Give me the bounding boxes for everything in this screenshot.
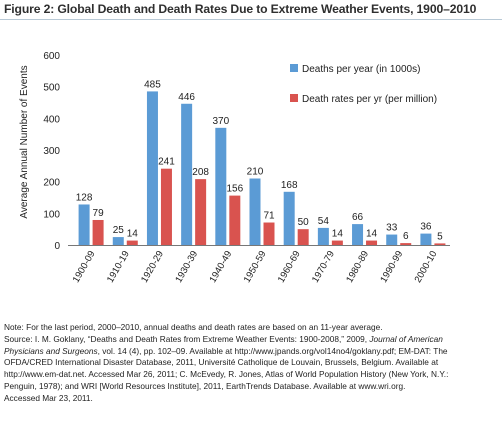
data-label-deaths-2000-10: 36 (420, 222, 432, 233)
data-label-rates-1990-99: 6 (403, 231, 409, 242)
x-tick-label: 1950-59 (242, 249, 269, 285)
x-tick-label: 2000-10 (413, 249, 440, 285)
data-label-rates-1950-59: 71 (263, 211, 275, 222)
data-label-deaths-1990-99: 33 (386, 223, 398, 234)
data-label-deaths-1910-19: 25 (113, 225, 125, 236)
figure-title: Figure 2: Global Death and Death Rates D… (4, 2, 477, 16)
y-axis: 0 100 200 300 400 500 600 (43, 51, 60, 252)
data-label-rates-1980-89: 14 (366, 229, 378, 240)
data-label-rates-1960-69: 50 (298, 217, 310, 228)
x-axis: 1900-09 1910-19 1920-29 1930-39 1940-49 1950-… (68, 245, 450, 285)
x-tick-label: 1980-89 (344, 249, 371, 285)
bar-deaths-1950-59 (249, 178, 261, 245)
legend-label-deaths-per-year-in-1000s: Deaths per year (in 1000s) (302, 64, 420, 75)
bar-rates-1990-99 (400, 243, 412, 245)
bar-rates-1980-89 (366, 240, 378, 245)
y-tick-label: 500 (43, 83, 60, 94)
data-label-rates-2000-10: 5 (437, 231, 443, 242)
legend: Deaths per year (in 1000s) Death rates pe… (290, 64, 437, 105)
data-label-deaths-1920-29: 485 (144, 79, 161, 90)
x-tick-label: 1990-99 (378, 249, 405, 285)
source-notes: Note: For the last period, 2000–2010, an… (4, 322, 498, 427)
legend-swatch-deaths-per-year-in-1000s (290, 64, 298, 72)
bar-rates-2000-10 (434, 243, 446, 245)
bar-deaths-1970-79 (317, 227, 329, 245)
note-line-6: Penguin, 1978); and WRI [World Resources… (4, 380, 406, 391)
y-tick-label: 200 (43, 178, 60, 189)
bar-chart: 0 100 200 300 400 500 600 Average Annual Numbe… (19, 51, 450, 285)
note-line-3-text: , vol. 14 (4), pp. 102–09. Available at … (97, 345, 448, 356)
bar-rates-1920-29 (160, 168, 172, 245)
bar-rates-1900-09 (92, 219, 104, 245)
bar-rates-1960-69 (297, 229, 309, 245)
y-tick-label: 300 (43, 146, 60, 157)
bar-deaths-1920-29 (146, 91, 158, 246)
data-label-deaths-1900-09: 128 (76, 192, 93, 203)
bar-rates-1950-59 (263, 222, 275, 245)
note-line-1: Note: For the last period, 2000–2010, an… (4, 322, 383, 332)
bars (78, 91, 446, 246)
note-line-2-text: Source: I. M. Goklany, “Deaths and Death… (4, 333, 370, 344)
bar-rates-1940-49 (229, 195, 241, 245)
bar-rates-1930-39 (195, 179, 207, 245)
y-axis-label: Average Annual Number of Events (19, 65, 30, 218)
legend-swatch-death-rates-per-yr-per-million (290, 94, 298, 102)
note-line-5: http://www.em-dat.net. Accessed Mar 26, … (4, 369, 449, 380)
note-line-7: Accessed Mar 23, 2011. (4, 392, 93, 403)
data-label-rates-1900-09: 79 (93, 208, 105, 219)
data-label-rates-1970-79: 14 (332, 229, 344, 240)
data-label-rates-1910-19: 14 (127, 229, 139, 240)
data-label-deaths-1940-49: 370 (212, 116, 229, 127)
bar-deaths-2000-10 (420, 233, 432, 245)
bar-deaths-1930-39 (181, 103, 193, 246)
data-label-rates-1940-49: 156 (226, 184, 243, 195)
x-tick-label: 1920-29 (139, 249, 166, 285)
bar-deaths-1940-49 (215, 127, 227, 245)
bar-deaths-1960-69 (283, 191, 295, 245)
data-label-deaths-1930-39: 446 (178, 92, 195, 103)
y-tick-label: 600 (43, 51, 60, 62)
y-tick-label: 0 (54, 241, 60, 252)
legend-label-death-rates-per-yr-per-million: Death rates per yr (per million) (302, 94, 437, 105)
data-label-rates-1930-39: 208 (192, 167, 209, 178)
data-label-deaths-1960-69: 168 (281, 180, 298, 191)
x-tick-label: 1930-39 (173, 249, 200, 285)
bar-rates-1970-79 (331, 240, 343, 245)
data-label-deaths-1950-59: 210 (247, 167, 264, 178)
note-line-3: Physicians and Surgeons, vol. 14 (4), pp… (4, 346, 498, 358)
data-label-deaths-1970-79: 54 (318, 216, 330, 227)
journal-name: Journal of American (369, 333, 443, 344)
x-tick-label: 1960-69 (276, 249, 303, 285)
x-tick-label: 1910-19 (105, 249, 132, 285)
x-tick-label: 1970-79 (310, 249, 337, 285)
bar-deaths-1980-89 (352, 224, 364, 245)
title-bar: Figure 2: Global Death and Death Rates D… (0, 0, 502, 20)
bar-deaths-1990-99 (386, 234, 398, 245)
y-tick-label: 400 (43, 114, 60, 125)
journal-name-continued: Physicians and Surgeons (4, 345, 98, 356)
y-tick-label: 100 (43, 209, 60, 220)
note-line-2: Source: I. M. Goklany, “Deaths and Death… (4, 334, 498, 346)
bar-deaths-1900-09 (78, 204, 90, 245)
bar-deaths-1910-19 (112, 237, 124, 245)
chart-area: 0 100 200 300 400 500 600 Average Annual Numbe… (0, 20, 502, 320)
x-tick-label: 1940-49 (207, 249, 234, 285)
data-label-deaths-1980-89: 66 (352, 212, 364, 223)
bar-rates-1910-19 (126, 240, 138, 245)
x-tick-label: 1900-09 (71, 249, 98, 285)
data-label-rates-1920-29: 241 (158, 157, 175, 168)
note-line-4: OFDA/CRED International Disaster Databas… (4, 357, 439, 368)
